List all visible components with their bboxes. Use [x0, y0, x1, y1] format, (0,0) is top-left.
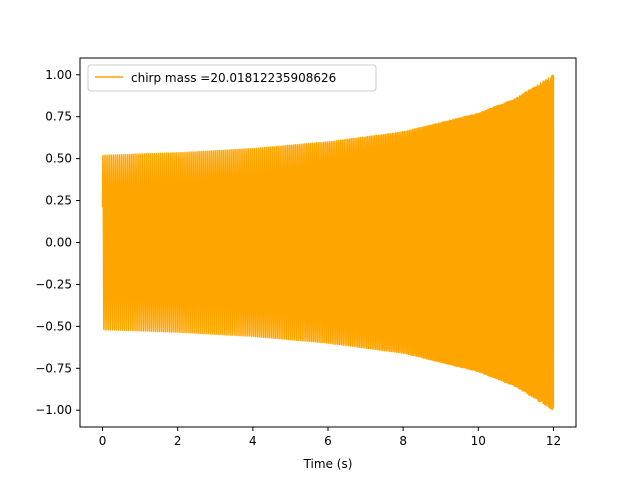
- x-tick-label: 4: [249, 434, 257, 448]
- y-tick-label: −0.75: [35, 361, 72, 375]
- x-axis-label: Time (s): [303, 457, 353, 471]
- y-tick-label: 0.75: [45, 110, 72, 124]
- axes: 0 2 4 6 8 10 12 1.00 0.75 0.50 0.25 0.00 −0.25 −0.50 −…: [35, 57, 577, 471]
- series-line-chirp: [101, 74, 555, 411]
- y-tick-label: 0.50: [45, 152, 72, 166]
- y-tick-label: 0.25: [45, 194, 72, 208]
- x-tick-label: 0: [99, 434, 107, 448]
- y-tick-label: −0.50: [35, 319, 72, 333]
- y-tick-label: 1.00: [45, 68, 72, 82]
- x-tick-label: 12: [546, 434, 561, 448]
- plot-area: [101, 74, 555, 411]
- x-tick-label: 2: [174, 434, 182, 448]
- y-tick-label: −1.00: [35, 403, 72, 417]
- y-tick-label: −0.25: [35, 277, 72, 291]
- legend: chirp mass =20.01812235908626: [87, 64, 377, 92]
- y-tick-label: 0.00: [45, 236, 72, 250]
- legend-label: chirp mass =20.01812235908626: [131, 71, 336, 85]
- x-tick-label: 10: [471, 434, 486, 448]
- x-tick-label: 8: [399, 434, 407, 448]
- x-tick-label: 6: [324, 434, 332, 448]
- legend-box: [87, 64, 377, 92]
